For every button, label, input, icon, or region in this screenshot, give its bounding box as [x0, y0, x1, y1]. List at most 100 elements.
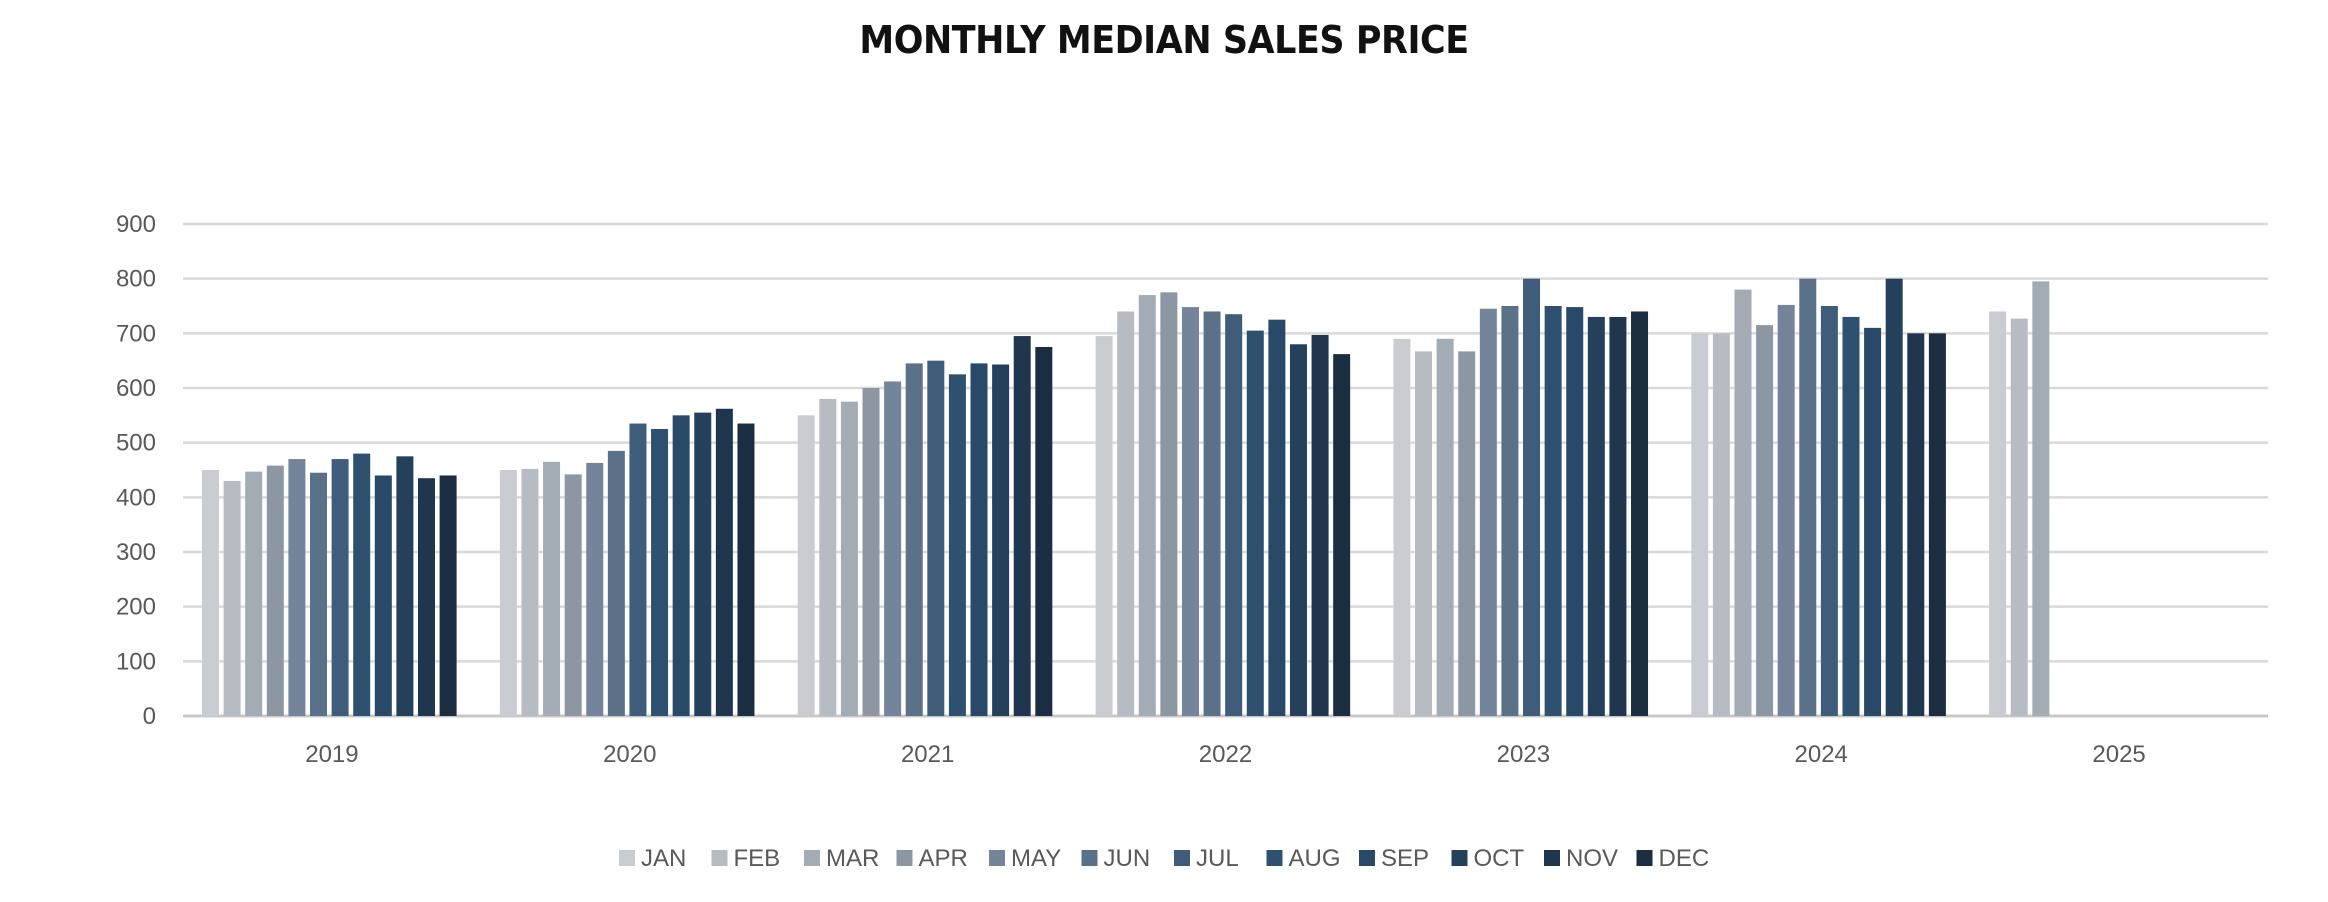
bar-apr-2021 — [862, 388, 880, 716]
bar-oct-2022 — [1289, 344, 1307, 716]
bar-may-2024 — [1777, 304, 1795, 716]
bar-feb-2024 — [1712, 333, 1730, 716]
legend-swatch-apr — [896, 850, 913, 866]
legend-label-oct: OCT — [1474, 845, 1525, 872]
bar-may-2021 — [884, 381, 902, 716]
bar-jun-2019 — [310, 472, 327, 716]
bar-jan-2022 — [1095, 336, 1113, 716]
bar-jul-2024 — [1820, 306, 1838, 716]
bar-oct-2023 — [1587, 316, 1605, 716]
legend-swatch-feb — [711, 850, 728, 866]
bar-jun-2020 — [607, 450, 625, 716]
bar-sep-2024 — [1864, 327, 1882, 716]
y-tick-label: 300 — [116, 539, 156, 566]
legend-swatch-aug — [1266, 850, 1283, 866]
bar-jan-2025 — [1989, 311, 2007, 716]
bar-feb-2021 — [819, 398, 837, 716]
bar-aug-2021 — [948, 374, 966, 716]
bar-jul-2020 — [629, 423, 647, 716]
legend-label-may: MAY — [1011, 845, 1061, 872]
bar-aug-2022 — [1246, 330, 1264, 716]
bar-aug-2020 — [651, 429, 669, 716]
bar-jan-2020 — [499, 470, 517, 716]
legend-label-mar: MAR — [826, 845, 879, 872]
bar-jan-2024 — [1691, 333, 1709, 716]
bar-aug-2024 — [1842, 316, 1860, 716]
x-tick-label: 2021 — [901, 741, 954, 768]
x-tick-label: 2020 — [603, 741, 656, 768]
bar-may-2019 — [288, 459, 306, 716]
legend-label-jan: JAN — [641, 845, 686, 872]
bar-apr-2019 — [266, 465, 284, 716]
bar-nov-2022 — [1311, 334, 1329, 716]
bar-jul-2023 — [1523, 278, 1541, 716]
bar-sep-2020 — [672, 415, 690, 716]
bar-dec-2022 — [1333, 354, 1351, 716]
x-tick-label: 2025 — [2092, 741, 2145, 768]
bar-mar-2021 — [840, 401, 858, 716]
bar-jul-2019 — [331, 459, 349, 716]
x-tick-label: 2019 — [305, 741, 358, 768]
bar-mar-2025 — [2032, 281, 2050, 716]
x-tick-label: 2024 — [1795, 741, 1848, 768]
legend-label-jul: JUL — [1196, 845, 1239, 872]
bar-nov-2020 — [715, 408, 733, 716]
x-axis-ticks: 2019 2020 2021 2022 2023 2024 2025 — [305, 741, 2146, 768]
y-tick-label: 800 — [116, 266, 156, 293]
y-tick-label: 500 — [116, 430, 156, 457]
bar-dec-2020 — [737, 423, 755, 716]
y-tick-label: 700 — [116, 320, 156, 347]
legend-label-aug: AUG — [1289, 845, 1341, 872]
bar-jun-2024 — [1799, 278, 1817, 716]
bar-sep-2023 — [1566, 307, 1584, 716]
chart-title: MONTHLY MEDIAN SALES PRICE — [859, 18, 1469, 62]
bar-apr-2020 — [564, 474, 582, 716]
bar-jan-2023 — [1393, 338, 1411, 716]
bar-dec-2023 — [1631, 311, 1649, 716]
y-tick-label: 100 — [116, 648, 156, 675]
x-tick-label: 2022 — [1199, 741, 1252, 768]
legend-swatch-dec — [1636, 850, 1653, 866]
bar-dec-2021 — [1035, 347, 1053, 716]
bar-feb-2023 — [1415, 351, 1433, 716]
bar-jul-2021 — [927, 360, 945, 716]
y-tick-label: 400 — [116, 484, 156, 511]
bars — [202, 278, 2050, 716]
bar-jun-2022 — [1203, 311, 1221, 716]
bar-apr-2023 — [1458, 351, 1476, 716]
legend-swatch-jun — [1081, 850, 1098, 866]
bar-apr-2024 — [1756, 325, 1774, 716]
bar-may-2023 — [1479, 308, 1497, 716]
bar-oct-2024 — [1885, 278, 1903, 716]
y-tick-label: 200 — [116, 594, 156, 621]
legend-label-jun: JUN — [1104, 845, 1151, 872]
bar-aug-2019 — [353, 453, 371, 716]
bar-jan-2019 — [202, 470, 219, 716]
bar-oct-2020 — [694, 412, 712, 716]
legend-label-dec: DEC — [1659, 845, 1710, 872]
bar-jun-2021 — [905, 363, 923, 716]
bar-jan-2021 — [797, 415, 815, 716]
bar-feb-2019 — [223, 480, 241, 716]
y-axis-ticks: 0 100 200 300 400 500 600 700 800 900 — [116, 211, 156, 730]
bar-sep-2021 — [970, 363, 988, 716]
legend-swatch-jan — [619, 850, 635, 866]
bar-nov-2019 — [418, 478, 435, 716]
legend-label-nov: NOV — [1566, 845, 1618, 872]
bar-nov-2024 — [1907, 333, 1925, 716]
legend-swatch-jul — [1174, 850, 1190, 866]
x-tick-label: 2023 — [1497, 741, 1550, 768]
bar-may-2022 — [1181, 307, 1199, 716]
bar-may-2020 — [586, 462, 604, 716]
bar-aug-2023 — [1544, 306, 1562, 716]
legend-label-sep: SEP — [1381, 845, 1429, 872]
y-tick-label: 900 — [116, 211, 156, 238]
y-tick-label: 600 — [116, 375, 156, 402]
bar-feb-2022 — [1117, 311, 1135, 716]
legend-swatch-oct — [1451, 850, 1468, 866]
bar-feb-2020 — [521, 468, 539, 716]
bar-sep-2019 — [374, 475, 392, 716]
legend-swatch-mar — [804, 850, 820, 866]
bar-sep-2022 — [1268, 319, 1286, 716]
